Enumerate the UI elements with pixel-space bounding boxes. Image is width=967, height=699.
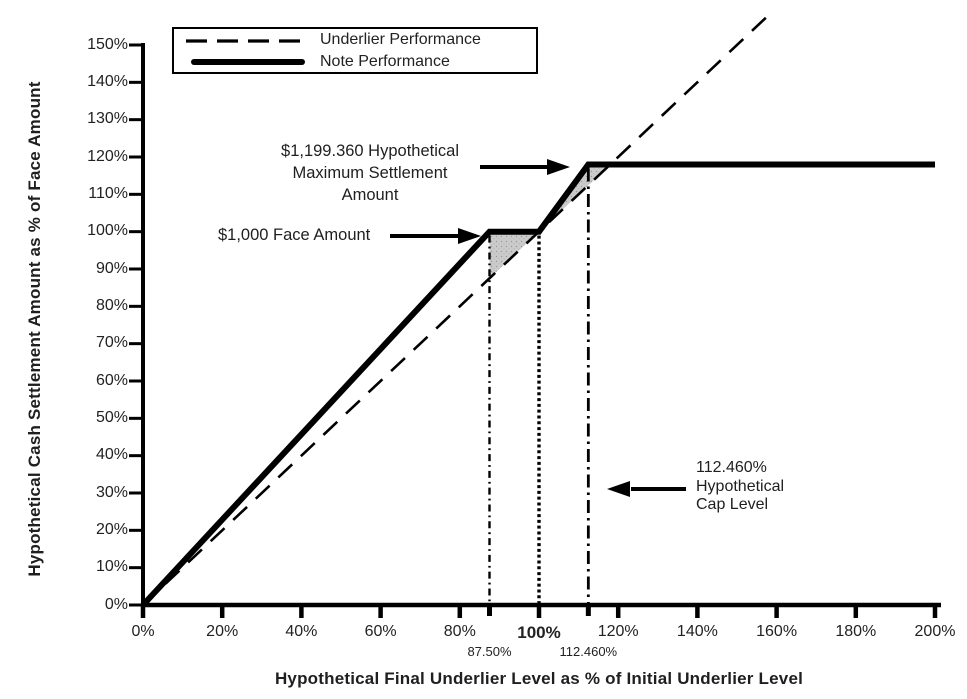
annotation-cap-line3: Cap Level [696, 496, 769, 513]
x-tick-label: 200% [914, 623, 956, 640]
y-tick-label: 40% [95, 446, 128, 464]
annotation-cap-line1: 112.460% [696, 459, 767, 476]
x-tick-label: 140% [676, 623, 718, 640]
y-tick-label: 60% [95, 371, 128, 389]
y-tick-label: 130% [87, 110, 128, 128]
x-tick-label: 20% [206, 623, 239, 640]
y-tick-label: 50% [95, 408, 128, 426]
x-tick-label: 100% [517, 623, 561, 642]
annotation-max-settlement: $1,199.360 Hypothetical Maximum Settleme… [258, 140, 482, 206]
x-tick-label: 80% [443, 623, 476, 640]
y-tick-label: 70% [95, 334, 128, 352]
x-tick-label: 120% [597, 623, 639, 640]
legend-label-note: Note Performance [320, 53, 450, 70]
solid-line-sample [191, 59, 305, 65]
y-tick-label: 30% [95, 483, 128, 501]
y-tick-label: 120% [87, 147, 128, 165]
x-tick-label: 60% [364, 623, 397, 640]
y-tick-label: 10% [95, 558, 128, 576]
x-tick-label: 160% [756, 623, 798, 640]
x-tick-label: 180% [835, 623, 877, 640]
legend-label-underlier: Underlier Performance [320, 31, 481, 48]
y-tick-label: 140% [87, 72, 128, 90]
annotation-arrow-head [547, 159, 570, 175]
y-tick-label: 20% [95, 520, 128, 538]
annotation-face-line1: $1,000 Face Amount [218, 226, 371, 244]
annotation-max-line1: $1,199.360 Hypothetical [281, 142, 459, 160]
shaded-region [539, 164, 611, 232]
annotation-cap-line2: Hypothetical [696, 477, 785, 495]
y-tick-label: 90% [95, 259, 128, 277]
annotation-max-line2: Maximum Settlement [292, 164, 448, 182]
x-tick-label: 40% [285, 623, 318, 640]
x-tick-label: 0% [131, 623, 155, 640]
y-tick-label: 0% [104, 595, 128, 613]
x-axis-title: Hypothetical Final Underlier Level as % … [274, 669, 804, 688]
annotation-max-line3: Amount [341, 186, 399, 204]
annotation-arrow-head [607, 481, 630, 497]
annotation-arrow-head [458, 228, 481, 244]
y-tick-label: 110% [88, 184, 128, 202]
y-tick-label: 80% [95, 296, 128, 314]
annotation-cap-level: 112.460% Hypothetical Cap Level [696, 459, 784, 515]
y-axis-title: Hypothetical Cash Settlement Amount as %… [25, 81, 44, 577]
y-tick-label: 100% [87, 222, 128, 240]
legend-item-underlier: Underlier Performance [180, 29, 536, 51]
underlier-line [142, 16, 767, 606]
note-line [140, 161, 935, 608]
dashed-line-sample [186, 39, 310, 43]
x-special-tick-label: 112.460% [559, 644, 618, 659]
annotation-face-amount: $1,000 Face Amount [218, 226, 370, 245]
legend: Underlier Performance Note Performance [172, 27, 538, 74]
x-special-tick-label: 87.50% [467, 644, 512, 659]
y-tick-label: 150% [87, 35, 128, 53]
legend-item-note: Note Performance [180, 51, 536, 73]
